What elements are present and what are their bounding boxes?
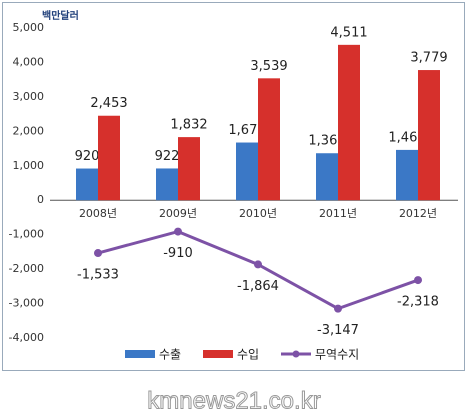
- data-label: 2,453: [90, 96, 127, 111]
- data-label: 1,675: [228, 123, 265, 138]
- data-label: 920: [75, 149, 100, 164]
- data-label: -1,864: [237, 279, 279, 294]
- x-tick-label: 2010년: [239, 207, 277, 220]
- bar: [396, 149, 418, 201]
- bar: [76, 168, 98, 201]
- x-tick-label: 2011년: [319, 207, 357, 220]
- y-tick-label: 2,000: [13, 124, 45, 137]
- bar: [258, 78, 280, 201]
- y-tick-label: -2,000: [9, 262, 44, 275]
- legend-swatch: [125, 350, 155, 358]
- watermark: kmnews21.co.kr: [147, 387, 320, 414]
- bar: [156, 168, 178, 201]
- bar: [316, 153, 338, 201]
- data-label: -2,318: [397, 295, 439, 310]
- y-tick-label: 4,000: [13, 55, 45, 68]
- y-tick-label: 0: [37, 193, 44, 206]
- y-tick-label: 3,000: [13, 90, 45, 103]
- data-label: 3,779: [410, 51, 447, 66]
- line-point: [174, 227, 182, 236]
- x-tick-label: 2012년: [399, 207, 437, 220]
- data-label: 922: [155, 149, 180, 164]
- line-point: [414, 276, 422, 285]
- line-point: [94, 249, 102, 258]
- data-label: -3,147: [317, 323, 359, 338]
- y-tick-label: -3,000: [9, 297, 44, 310]
- data-label: 1,461: [388, 130, 425, 145]
- legend-label: 수출: [159, 348, 181, 362]
- data-label: 4,511: [330, 25, 367, 40]
- bar: [236, 142, 258, 201]
- line-point: [334, 304, 342, 313]
- bar: [338, 44, 360, 201]
- y-tick-label: 5,000: [13, 21, 45, 34]
- legend-swatch: [203, 350, 233, 358]
- y-tick-label: -4,000: [9, 331, 44, 344]
- y-tick-label: -1,000: [9, 228, 44, 241]
- legend-swatch: [292, 350, 300, 358]
- chart-frame: [2, 2, 465, 371]
- x-tick-label: 2008년: [79, 207, 117, 220]
- unit-label: 백만달러: [42, 9, 79, 22]
- data-label: 1,364: [308, 134, 345, 149]
- bar: [98, 115, 120, 201]
- bar: [418, 70, 440, 201]
- line-point: [254, 260, 262, 269]
- data-label: 3,539: [250, 59, 287, 74]
- y-tick-label: 1,000: [13, 159, 45, 172]
- legend-label: 무역수지: [315, 348, 359, 362]
- bar: [178, 137, 200, 201]
- data-label: 1,832: [170, 118, 207, 133]
- x-tick-label: 2009년: [159, 207, 197, 220]
- data-label: -1,533: [77, 268, 119, 283]
- legend-label: 수입: [237, 348, 259, 362]
- data-label: -910: [163, 246, 193, 261]
